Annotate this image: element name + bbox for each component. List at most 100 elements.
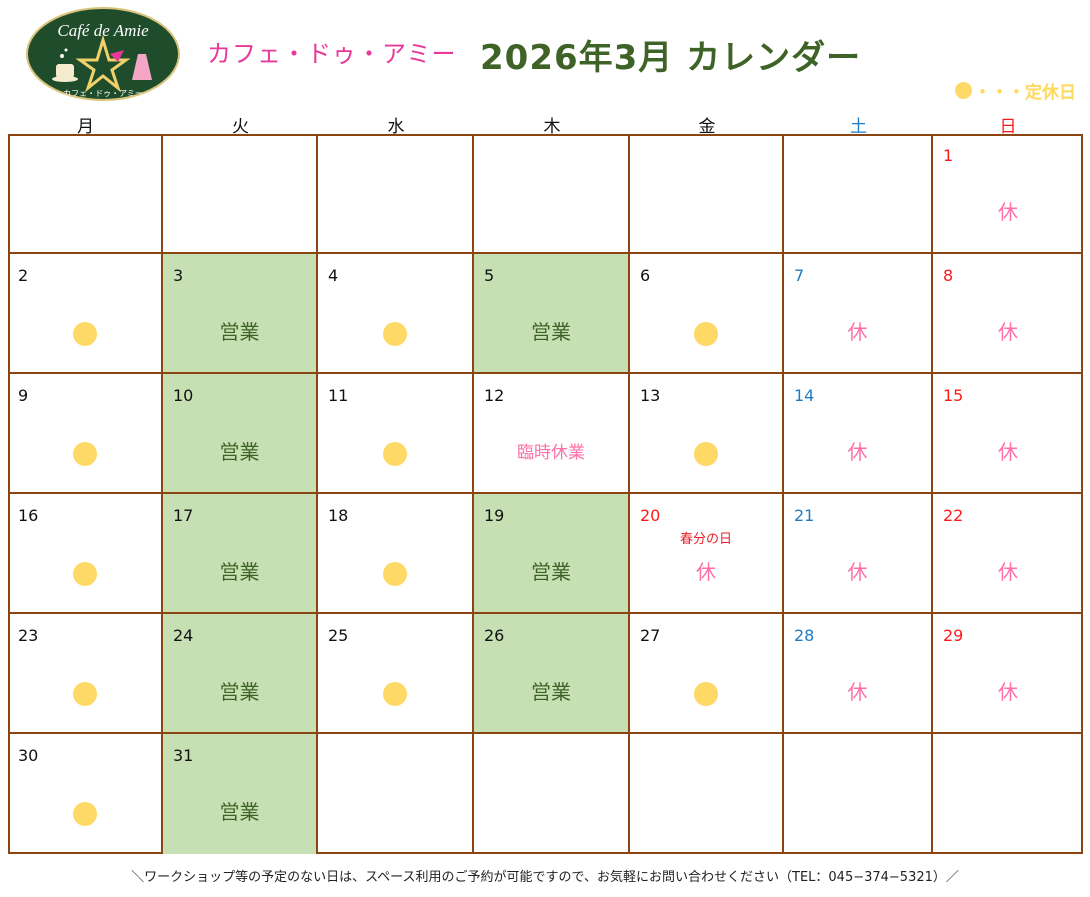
day-number: 15: [943, 386, 964, 405]
calendar-day-14: 14 休: [784, 374, 933, 494]
brand-name: カフェ・ドゥ・アミー: [207, 40, 457, 68]
calendar-day-21: 21 休: [784, 494, 933, 614]
day-number: 7: [794, 266, 805, 285]
day-number: 21: [794, 506, 815, 525]
day-number: 5: [484, 266, 495, 285]
calendar-day-5: 5 営業: [474, 254, 630, 374]
day-number: 27: [640, 626, 661, 645]
weekday-label: 土: [850, 117, 867, 137]
legend: ・・・定休日: [955, 78, 1076, 103]
day-number: 10: [173, 386, 194, 405]
day-number: 8: [943, 266, 954, 285]
weekday-label: 木: [543, 117, 561, 137]
logo-subtext: カフェ・ドゥ・アミー: [63, 89, 143, 98]
regular-holiday-dot-icon: [955, 82, 972, 99]
day-number: 30: [18, 746, 39, 765]
day-number: 24: [173, 626, 194, 645]
day-number: 31: [173, 746, 194, 765]
calendar-day-15: 15 休: [933, 374, 1083, 494]
day-number: 9: [18, 386, 29, 405]
day-number: 19: [484, 506, 505, 525]
closed-label: 臨時休業: [517, 443, 585, 463]
regular-holiday-dot-icon: [72, 442, 97, 466]
regular-holiday-dot-icon: [383, 322, 407, 346]
closed-label: 休: [847, 680, 868, 704]
closed-label: 休: [998, 560, 1018, 584]
calendar-day-17: 17 営業: [163, 494, 318, 614]
regular-holiday-dot-icon: [383, 682, 407, 706]
calendar-day-2: 2: [8, 254, 163, 374]
calendar-day-empty: [474, 134, 630, 254]
regular-holiday-dot-icon: [72, 802, 97, 826]
calendar-day-28: 28 休: [784, 614, 933, 734]
calendar-day-empty: [784, 734, 933, 854]
day-number: 22: [943, 506, 964, 525]
calendar-day-empty: [318, 134, 474, 254]
calendar-day-18: 18: [318, 494, 474, 614]
day-number: 1: [943, 146, 954, 165]
weekday-label: 水: [387, 117, 405, 137]
closed-label: 休: [998, 680, 1018, 704]
open-label: 営業: [219, 560, 260, 584]
calendar-day-6: 6: [630, 254, 784, 374]
day-number: 16: [18, 506, 39, 525]
calendar-day-empty: [163, 134, 318, 254]
calendar-day-3: 3 営業: [163, 254, 318, 374]
weekday-label: 月: [77, 117, 94, 137]
day-number: 23: [18, 626, 39, 645]
open-label: 営業: [219, 320, 260, 344]
weekday-label: 火: [232, 117, 249, 137]
day-number: 11: [328, 386, 349, 405]
closed-label: 休: [847, 440, 868, 464]
calendar-day-12: 12 臨時休業: [474, 374, 630, 494]
calendar-day-empty: [8, 134, 163, 254]
calendar-day-31: 31 営業: [163, 734, 318, 854]
calendar-day-empty: [630, 134, 784, 254]
regular-holiday-dot-icon: [694, 322, 718, 346]
calendar-day-29: 29 休: [933, 614, 1083, 734]
calendar-day-empty: [933, 734, 1083, 854]
calendar-grid: 1 休 2 3 営業 4 5 営業 6 7 休 8 休 9 10 営業 11 12 臨時休業 13 14 休 15 休 16 17…: [8, 134, 1083, 854]
closed-label: 休: [998, 440, 1018, 464]
calendar-day-26: 26 営業: [474, 614, 630, 734]
day-number: 13: [640, 386, 661, 405]
calendar-day-16: 16: [8, 494, 163, 614]
calendar-day-10: 10 営業: [163, 374, 318, 494]
regular-holiday-dot-icon: [694, 442, 718, 466]
calendar-day-20: 20 春分の日休: [630, 494, 784, 614]
open-label: 営業: [219, 680, 260, 704]
calendar-day-11: 11: [318, 374, 474, 494]
cafe-logo: Café de Amie カフェ・ドゥ・アミー: [26, 6, 180, 102]
calendar-day-empty: [784, 134, 933, 254]
calendar-day-19: 19 営業: [474, 494, 630, 614]
calendar-day-22: 22 休: [933, 494, 1083, 614]
regular-holiday-dot-icon: [72, 322, 97, 346]
legend-text: ・・・定休日: [974, 83, 1076, 103]
closed-label: 休: [696, 560, 716, 584]
calendar-day-13: 13: [630, 374, 784, 494]
calendar-day-25: 25: [318, 614, 474, 734]
calendar-day-23: 23: [8, 614, 163, 734]
calendar-day-9: 9: [8, 374, 163, 494]
day-number: 25: [328, 626, 349, 645]
logo-text: Café de Amie: [57, 21, 149, 40]
day-number: 6: [640, 266, 651, 285]
open-label: 営業: [531, 560, 571, 584]
day-number: 20: [640, 506, 661, 525]
regular-holiday-dot-icon: [694, 682, 718, 706]
footer-note: ＼ワークショップ等の予定のない日は、スペース利用のご予約が可能ですので、お気軽に…: [131, 870, 959, 885]
calendar-day-empty: [474, 734, 630, 854]
closed-label: 休: [998, 320, 1018, 344]
open-label: 営業: [531, 680, 571, 704]
calendar-day-30: 30: [8, 734, 163, 854]
calendar-day-27: 27: [630, 614, 784, 734]
day-number: 4: [328, 266, 339, 285]
page-title: 2026年3月 カレンダー: [480, 38, 862, 78]
calendar-day-24: 24 営業: [163, 614, 318, 734]
day-number: 2: [18, 266, 29, 285]
calendar-day-4: 4: [318, 254, 474, 374]
day-number: 12: [484, 386, 505, 405]
closed-label: 休: [847, 560, 868, 584]
